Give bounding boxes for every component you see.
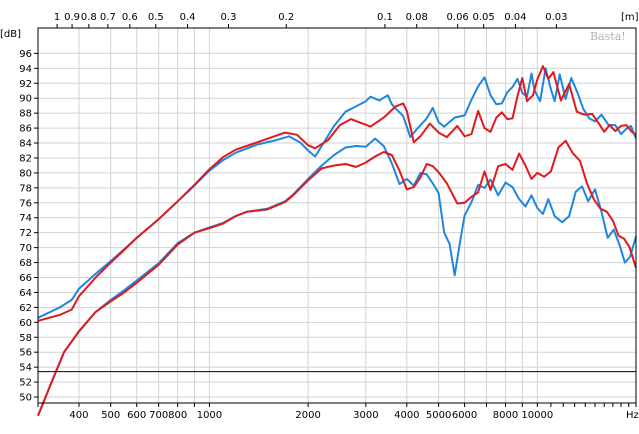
top-tick-label: 0.8 bbox=[81, 12, 97, 23]
y-tick-label: 76 bbox=[19, 198, 32, 209]
series-line-4 bbox=[37, 139, 637, 417]
x-tick-label: 700 bbox=[149, 410, 168, 421]
y-tick-label: 78 bbox=[19, 183, 32, 194]
y-tick-label: 70 bbox=[19, 243, 32, 254]
series-line-2 bbox=[37, 65, 637, 322]
top-tick-label: 0.03 bbox=[545, 12, 567, 23]
y-tick-label: 84 bbox=[19, 139, 32, 150]
x-tick-label: 5000 bbox=[426, 410, 451, 421]
top-tick-label: 1 bbox=[54, 12, 60, 23]
y-tick-label: 86 bbox=[19, 124, 32, 135]
y-tick-label: 82 bbox=[19, 153, 32, 164]
series-line-1 bbox=[37, 67, 637, 319]
x-tick-label: 10000 bbox=[521, 410, 553, 421]
plot-frame bbox=[37, 27, 637, 404]
y-tick-label: 90 bbox=[19, 94, 32, 105]
x-tick-label: 2000 bbox=[295, 410, 320, 421]
watermark-text: Basta! bbox=[590, 30, 626, 43]
y-tick-label: 94 bbox=[19, 64, 32, 75]
top-unit-label: [m] bbox=[621, 12, 639, 23]
top-tick-label: 0.06 bbox=[447, 12, 469, 23]
y-tick-label: 52 bbox=[19, 378, 32, 389]
top-tick-label: 0.2 bbox=[278, 12, 294, 23]
series-layer bbox=[37, 65, 637, 417]
tick-labels: 50 52 54 56 58 60 62 64 66 68 70 72 74 76 78 80 82 84 86 88… bbox=[19, 12, 567, 421]
top-tick-label: 0.08 bbox=[406, 12, 428, 23]
top-tick-label: 0.5 bbox=[148, 12, 164, 23]
x-unit-label: Hz bbox=[626, 410, 639, 421]
y-tick-label: 66 bbox=[19, 273, 32, 284]
ticks bbox=[34, 24, 637, 407]
top-tick-label: 0.05 bbox=[473, 12, 495, 23]
top-tick-label: 0.7 bbox=[100, 12, 116, 23]
top-tick-label: 0.1 bbox=[377, 12, 393, 23]
x-tick-label: 800 bbox=[168, 410, 187, 421]
y-tick-label: 50 bbox=[19, 393, 32, 404]
y-tick-label: 68 bbox=[19, 258, 32, 269]
top-tick-label: 0.3 bbox=[221, 12, 237, 23]
y-tick-label: 62 bbox=[19, 303, 32, 314]
top-tick-label: 0.4 bbox=[180, 12, 196, 23]
y-tick-label: 64 bbox=[19, 288, 32, 299]
y-tick-label: 54 bbox=[19, 363, 32, 374]
x-tick-label: 1000 bbox=[197, 410, 222, 421]
y-tick-label: 60 bbox=[19, 318, 32, 329]
x-tick-label: 500 bbox=[101, 410, 120, 421]
grid bbox=[38, 28, 637, 403]
top-tick-label: 0.6 bbox=[122, 12, 138, 23]
y-tick-label: 56 bbox=[19, 348, 32, 359]
y-tick-label: 88 bbox=[19, 109, 32, 120]
y-tick-label: 92 bbox=[19, 79, 32, 90]
y-unit-label: [dB] bbox=[0, 29, 21, 40]
y-tick-label: 80 bbox=[19, 168, 32, 179]
x-tick-label: 6000 bbox=[452, 410, 477, 421]
top-tick-label: 0.9 bbox=[64, 12, 80, 23]
x-tick-label: 3000 bbox=[353, 410, 378, 421]
x-tick-label: 4000 bbox=[394, 410, 419, 421]
y-tick-label: 72 bbox=[19, 228, 32, 239]
x-tick-label: 8000 bbox=[493, 410, 518, 421]
top-tick-label: 0.04 bbox=[504, 12, 526, 23]
y-tick-label: 74 bbox=[19, 213, 32, 224]
x-tick-label: 400 bbox=[69, 410, 88, 421]
x-tick-label: 600 bbox=[127, 410, 146, 421]
y-tick-label: 58 bbox=[19, 333, 32, 344]
y-tick-label: 96 bbox=[19, 49, 32, 60]
